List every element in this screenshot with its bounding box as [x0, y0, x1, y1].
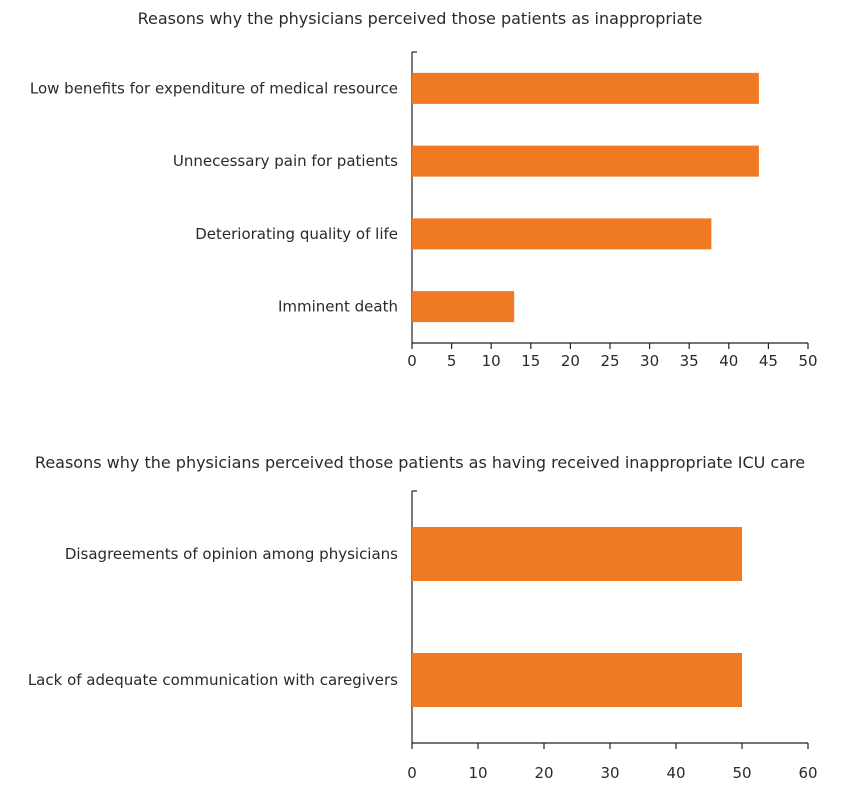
x-tick-label: 20 — [534, 764, 553, 782]
x-tick-label: 40 — [666, 764, 685, 782]
x-tick-label: 30 — [640, 352, 659, 370]
x-tick-label: 15 — [521, 352, 540, 370]
x-tick-label: 0 — [407, 352, 417, 370]
bar — [412, 72, 759, 104]
x-tick-label: 30 — [600, 764, 619, 782]
bar — [412, 145, 759, 177]
bar — [412, 527, 742, 581]
chart-title: Reasons why the physicians perceived tho… — [138, 9, 703, 28]
bar — [412, 218, 712, 250]
bar — [412, 653, 742, 707]
x-tick-label: 25 — [600, 352, 619, 370]
x-tick-label: 5 — [447, 352, 457, 370]
chart-title: Reasons why the physicians perceived tho… — [35, 453, 805, 472]
category-label: Disagreements of opinion among physician… — [65, 545, 398, 563]
category-label: Lack of adequate communication with care… — [28, 671, 398, 689]
x-tick-label: 60 — [798, 764, 817, 782]
x-tick-label: 10 — [482, 352, 501, 370]
category-label: Imminent death — [278, 298, 398, 316]
x-tick-label: 50 — [798, 352, 817, 370]
x-tick-label: 35 — [680, 352, 699, 370]
x-tick-label: 0 — [407, 764, 417, 782]
x-tick-label: 45 — [759, 352, 778, 370]
x-tick-label: 10 — [468, 764, 487, 782]
category-label: Unnecessary pain for patients — [173, 152, 398, 170]
x-tick-label: 20 — [561, 352, 580, 370]
category-label: Low benefits for expenditure of medical … — [30, 79, 398, 97]
x-tick-label: 50 — [732, 764, 751, 782]
category-label: Deteriorating quality of life — [195, 225, 398, 243]
bar — [412, 291, 515, 323]
x-tick-label: 40 — [719, 352, 738, 370]
